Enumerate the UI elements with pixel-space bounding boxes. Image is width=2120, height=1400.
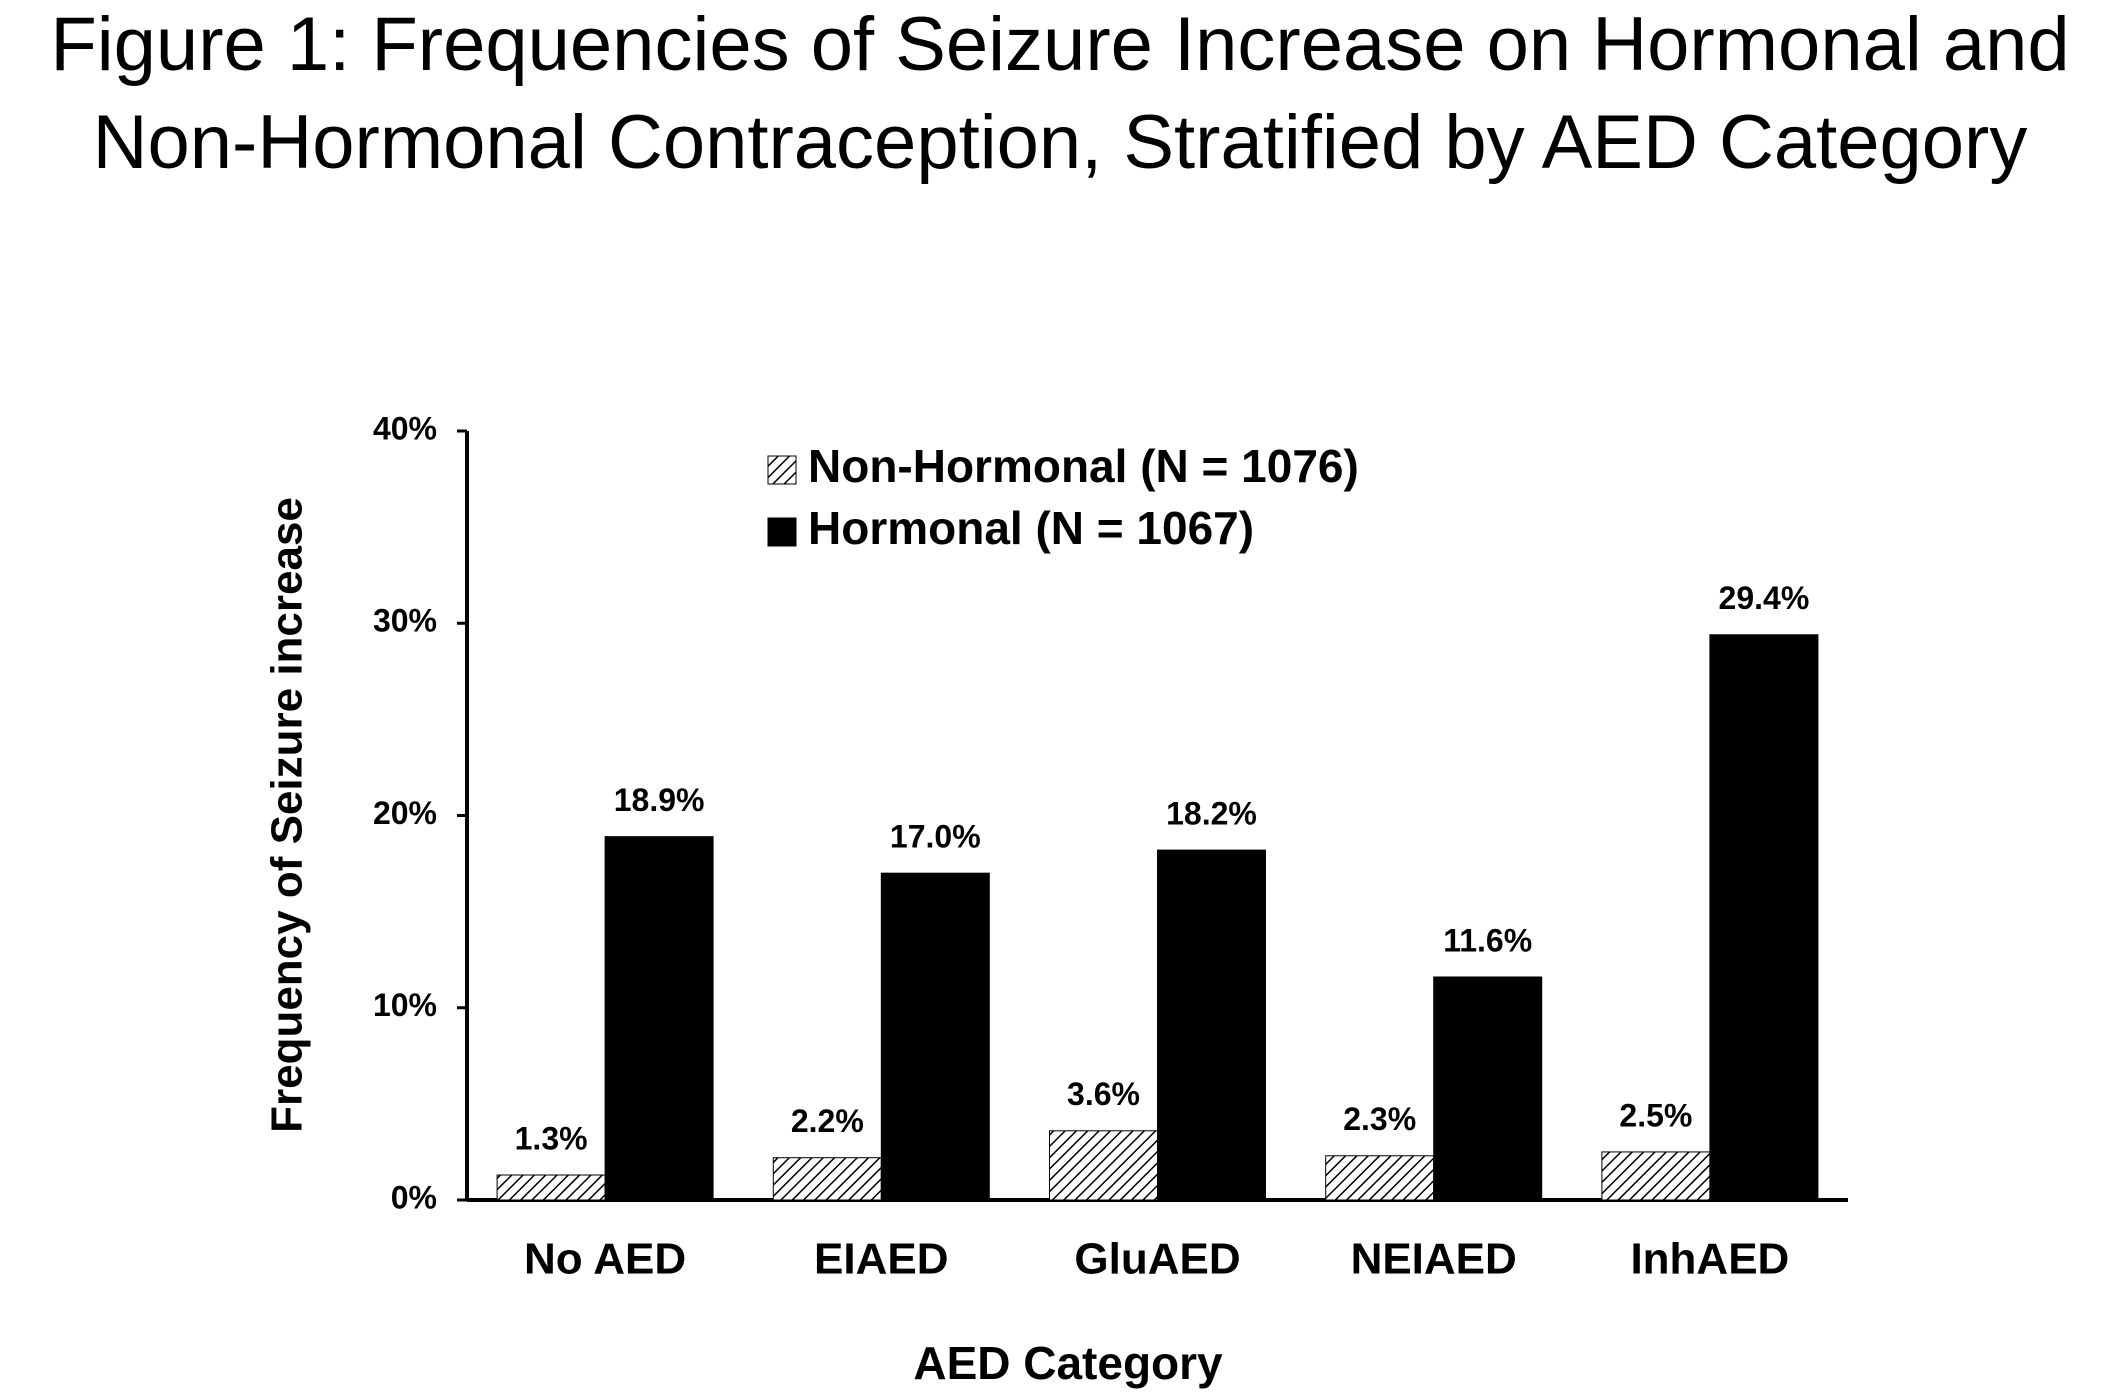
- data-label: 1.3%: [515, 1120, 588, 1156]
- x-axis-title: AED Category: [913, 1337, 1223, 1389]
- y-tick-label: 40%: [373, 410, 437, 446]
- x-tick-label: InhAED: [1630, 1235, 1789, 1284]
- y-tick-label: 30%: [373, 603, 437, 639]
- data-label: 2.2%: [791, 1103, 864, 1139]
- bar: [604, 836, 714, 1201]
- data-label: 18.9%: [614, 782, 705, 818]
- data-label: 17.0%: [890, 819, 981, 855]
- data-label: 18.2%: [1166, 796, 1257, 832]
- data-label: 2.5%: [1619, 1097, 1692, 1133]
- legend-label: Hormonal (N = 1067): [808, 502, 1254, 554]
- legend-label: Non-Hormonal (N = 1076): [808, 440, 1359, 492]
- legend-swatch: [767, 455, 797, 485]
- x-tick-label: EIAED: [814, 1235, 948, 1284]
- bar: [1433, 976, 1543, 1201]
- chart-title: Figure 1: Frequencies of Seizure Increas…: [50, 2, 2069, 185]
- bar: [880, 872, 990, 1201]
- data-label: 11.6%: [1443, 922, 1532, 958]
- bar: [496, 1174, 606, 1201]
- bar: [1709, 634, 1819, 1201]
- x-tick-label: NEIAED: [1351, 1235, 1517, 1284]
- legend-swatch: [767, 517, 797, 547]
- y-axis-title: Frequency of Seizure increase: [263, 497, 312, 1133]
- y-tick-label: 0%: [391, 1179, 437, 1215]
- y-tick-label: 10%: [373, 987, 437, 1023]
- y-tick-label: 20%: [373, 795, 437, 831]
- bar: [1049, 1130, 1158, 1201]
- bar: [1325, 1155, 1435, 1201]
- data-label: 3.6%: [1067, 1076, 1140, 1112]
- data-label: 2.3%: [1343, 1101, 1416, 1137]
- bar: [1601, 1151, 1711, 1201]
- data-label: 29.4%: [1719, 580, 1810, 616]
- x-tick-label: GluAED: [1074, 1235, 1240, 1284]
- bar: [772, 1157, 882, 1201]
- x-tick-label: No AED: [524, 1235, 686, 1284]
- bar: [1157, 849, 1266, 1201]
